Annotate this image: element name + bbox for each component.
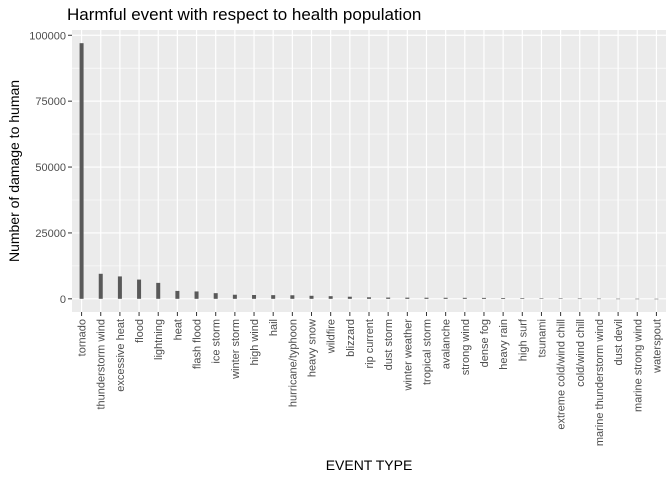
x-tick-label: high wind [249, 319, 261, 365]
x-tick-label: marine thunderstorm wind [594, 319, 606, 446]
bar-excessive-heat [117, 276, 122, 299]
x-tick-label: hail [268, 319, 280, 336]
y-tick-label: 75000 [35, 96, 66, 108]
bar-lightning [156, 282, 161, 299]
y-axis: 0 25000 50000 75000 100000 [29, 30, 72, 306]
x-tick-label: waterspout [651, 319, 663, 374]
y-axis-title: Number of damage to human [6, 80, 22, 262]
x-tick-label: ice storm [211, 319, 223, 364]
bar-dust-storm [386, 297, 391, 299]
x-tick-label: marine strong wind [632, 319, 644, 412]
x-tick-label: high surf [517, 318, 529, 361]
bar-thunderstorm-wind [98, 273, 103, 299]
x-tick-label: lightning [153, 319, 165, 360]
x-tick-label: winter weather [402, 319, 414, 392]
x-tick-label: rip current [364, 319, 376, 369]
x-tick-label: flood [134, 319, 146, 343]
bar-flash-flood [194, 291, 199, 299]
x-tick-label: dense fog [479, 319, 491, 367]
bar-heavy-rain [501, 298, 506, 299]
x-axis: tornado thunderstorm wind excessive heat fl… [77, 312, 663, 446]
bar-high-wind [252, 295, 257, 299]
x-tick-label: tornado [77, 319, 89, 356]
bar-ice-storm [213, 293, 218, 299]
x-tick-label: dust storm [383, 319, 395, 370]
x-tick-label: flash flood [192, 319, 204, 369]
bar-winter-storm [232, 294, 237, 299]
bar-extreme-cold-wind-chill [558, 298, 563, 299]
bar-winter-weather [405, 297, 410, 299]
bar-rip-current [367, 297, 371, 299]
x-tick-label: blizzard [345, 319, 357, 357]
x-tick-label: excessive heat [115, 319, 127, 392]
x-tick-label: extreme cold/wind chill [556, 319, 568, 430]
x-tick-label: hurricane/typhoon [287, 319, 299, 407]
x-tick-label: dust devil [613, 319, 625, 365]
bar-wildfire [328, 296, 333, 299]
bar-dense-fog [481, 297, 486, 299]
x-tick-label: heavy rain [498, 319, 510, 370]
x-tick-label: tropical storm [421, 319, 433, 385]
x-tick-label: wildfire [326, 319, 338, 354]
x-tick-label: winter storm [230, 319, 242, 380]
bar-hail [271, 295, 276, 299]
y-tick-label: 0 [60, 294, 66, 306]
bar-marine-strong-wind [635, 298, 640, 300]
bar-dust-devil [616, 298, 621, 300]
x-tick-label: heavy snow [307, 319, 319, 377]
x-tick-label: strong wind [460, 319, 472, 375]
bar-high-surf [520, 298, 525, 299]
bar-strong-wind [462, 297, 467, 299]
bar-tsunami [539, 298, 544, 299]
x-axis-title: EVENT TYPE [326, 457, 413, 473]
bar-waterspout [654, 298, 659, 300]
bar-avalanche [443, 297, 448, 299]
y-tick-label: 25000 [35, 228, 66, 240]
chart-title: Harmful event with respect to health pop… [67, 5, 421, 24]
bar-tornado [79, 43, 84, 299]
y-tick-label: 50000 [35, 162, 66, 174]
x-tick-label: heat [172, 319, 184, 340]
bars [79, 43, 659, 300]
bar-blizzard [347, 296, 352, 299]
x-tick-label: tsunami [536, 319, 548, 358]
x-tick-label: avalanche [441, 319, 453, 369]
x-tick-label: cold/wind chill [575, 319, 587, 387]
bar-marine-thunderstorm-wind [596, 298, 601, 300]
bar-flood [137, 279, 142, 299]
bar-cold-wind-chill [577, 298, 582, 300]
y-tick-label: 100000 [29, 30, 66, 42]
bar-hurricane-typhoon [290, 295, 295, 299]
bar-heavy-snow [309, 295, 314, 299]
bar-tropical-storm [424, 297, 429, 299]
x-tick-label: thunderstorm wind [96, 319, 108, 410]
bar-heat [175, 290, 180, 299]
